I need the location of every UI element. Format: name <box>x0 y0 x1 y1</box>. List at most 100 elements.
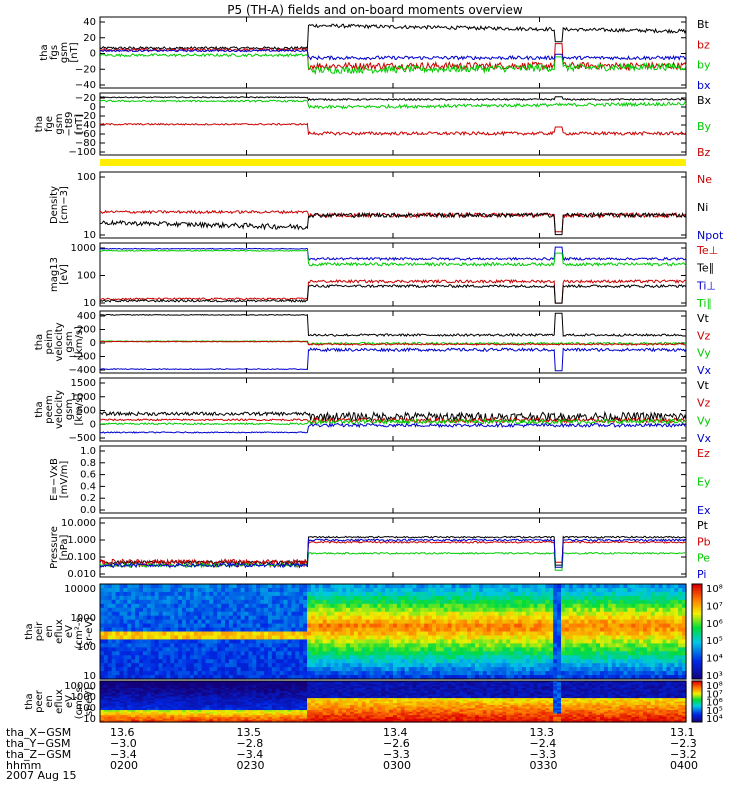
spectrogram-cell <box>627 599 632 605</box>
spectrogram-cell <box>150 639 156 644</box>
spectrogram-cell <box>162 711 168 715</box>
spectrogram-cell <box>154 682 160 686</box>
spectrogram-cell <box>162 655 168 660</box>
spectrogram-cell <box>334 635 339 641</box>
spectrogram-cell <box>330 595 335 601</box>
spectrogram-cell <box>189 631 195 637</box>
spectrogram-cell <box>131 667 136 672</box>
spectrogram-cell <box>580 615 586 621</box>
spectrogram-cell <box>256 698 261 701</box>
spectrogram-cell <box>490 675 496 680</box>
spectrogram-cell <box>518 651 523 656</box>
spectrogram-cell <box>100 687 105 691</box>
spectrogram-cell <box>600 584 605 589</box>
spectrogram-cell <box>197 718 203 721</box>
spectrogram-cell <box>182 643 187 648</box>
spectrogram-cell <box>111 696 117 699</box>
spectrogram-cell <box>643 663 648 668</box>
spectrogram-cell <box>572 659 578 664</box>
chart-title: P5 (TH-A) fields and on-board moments ov… <box>227 3 523 17</box>
spectrogram-cell <box>514 615 519 621</box>
spectrogram-cell <box>267 691 273 694</box>
spectrogram-cell <box>135 715 140 718</box>
spectrogram-cell <box>236 615 242 621</box>
spectrogram-cell <box>142 713 148 716</box>
spectrogram-cell <box>650 595 656 601</box>
spectrogram-cell <box>217 701 222 704</box>
spectrogram-cell <box>615 671 621 676</box>
spectrogram-cell <box>174 647 179 652</box>
spectrogram-cell <box>256 710 261 713</box>
spectrogram-cell <box>357 655 363 660</box>
spectrogram-cell <box>338 587 343 593</box>
spectrogram-cell <box>182 627 187 633</box>
spectrogram-cell <box>404 659 410 664</box>
spectrogram-cell <box>131 691 136 694</box>
spectrogram-cell <box>416 595 421 601</box>
spectrogram-cell <box>674 584 679 589</box>
spectrogram-cell <box>131 623 136 629</box>
spectrogram-cell <box>377 639 382 644</box>
spectrogram-cell <box>217 706 222 709</box>
spectrogram-cell <box>123 623 128 629</box>
spectrogram-cell <box>631 595 636 601</box>
spectrogram-cell <box>314 584 320 589</box>
spectrogram-cell <box>490 607 496 613</box>
spectrogram-cell <box>146 687 152 691</box>
spectrogram-cell <box>521 623 527 629</box>
spectrogram-cell <box>350 631 355 637</box>
y-tick-label: 0 <box>90 102 96 113</box>
spectrogram-cell <box>139 713 144 716</box>
spectrogram-cell <box>459 615 464 621</box>
spectrogram-cell <box>240 667 246 672</box>
spectrogram-cell <box>205 627 210 633</box>
spectrogram-cell <box>650 675 656 680</box>
spectrogram-cell <box>264 623 269 629</box>
spectrogram-cell <box>244 703 250 706</box>
spectrogram-cell <box>326 623 332 629</box>
spectrogram-cell <box>158 615 164 621</box>
spectrogram-cell <box>400 651 406 656</box>
spectrogram-cell <box>560 635 566 641</box>
spectrogram-cell <box>576 584 582 589</box>
spectrogram-cell <box>307 659 312 664</box>
spectrogram-cell <box>201 701 207 704</box>
spectrogram-cell <box>670 635 675 641</box>
spectrogram-cell <box>135 584 140 589</box>
spectrogram-cell <box>600 599 605 605</box>
spectrogram-cell <box>142 711 148 715</box>
spectrogram-cell <box>131 698 136 701</box>
spectrogram-cell <box>650 619 656 625</box>
spectrogram-cell <box>162 627 168 633</box>
spectrogram-cell <box>158 631 164 637</box>
spectrogram-cell <box>131 689 136 692</box>
spectrogram-cell <box>381 639 386 644</box>
spectrogram-cell <box>174 681 179 684</box>
spectrogram-cell <box>162 667 168 672</box>
spectrogram-cell <box>174 619 179 625</box>
spectrogram-cell <box>123 711 128 715</box>
spectrogram-cell <box>127 681 132 684</box>
spectrogram-cell <box>228 699 234 703</box>
spectrogram-cell <box>100 651 105 656</box>
spectrogram-cell <box>654 631 660 637</box>
spectrogram-cell <box>486 651 492 656</box>
spectrogram-cell <box>385 587 390 593</box>
spectrogram-cell <box>580 639 586 644</box>
spectrogram-cell <box>213 651 218 656</box>
spectrogram-cell <box>260 694 265 697</box>
spectrogram-cell <box>533 647 539 652</box>
spectrogram-cell <box>588 659 593 664</box>
spectrogram-cell <box>256 699 261 703</box>
spectrogram-cell <box>225 584 230 589</box>
spectrogram-cell <box>639 603 644 609</box>
spectrogram-cell <box>185 647 191 652</box>
spectrogram-cell <box>662 651 668 656</box>
spectrogram-cell <box>213 659 218 664</box>
spectrogram-cell <box>236 682 242 686</box>
spectrogram-cell <box>482 611 488 617</box>
spectrogram-cell <box>385 627 390 633</box>
spectrogram-cell <box>459 607 464 613</box>
spectrogram-cell <box>615 627 621 633</box>
spectrogram-cell <box>494 599 500 605</box>
